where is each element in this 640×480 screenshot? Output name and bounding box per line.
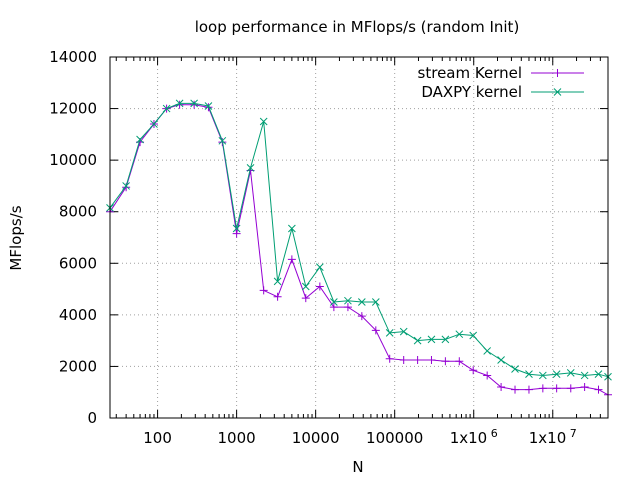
data-point <box>232 224 241 233</box>
y-axis-label: MFlops/s <box>7 205 25 270</box>
data-point <box>385 354 394 363</box>
data-point <box>469 331 478 340</box>
data-point <box>259 286 268 295</box>
data-point <box>343 303 352 312</box>
y-tick-label: 10000 <box>49 151 97 169</box>
data-point <box>136 135 144 144</box>
legend-label: DAXPY kernel <box>421 83 522 101</box>
data-point <box>122 182 130 190</box>
y-tick-label: 14000 <box>49 48 97 66</box>
data-point <box>580 371 589 380</box>
data-point <box>552 384 561 393</box>
data-point <box>301 294 310 303</box>
data-point <box>413 355 422 364</box>
data-point <box>497 383 506 392</box>
series-1 <box>106 100 612 399</box>
data-point <box>301 282 310 291</box>
data-point <box>594 370 603 379</box>
data-point <box>162 104 171 113</box>
data-point <box>524 385 533 394</box>
y-tick-label: 6000 <box>59 254 97 272</box>
data-point <box>552 370 561 379</box>
data-point <box>190 100 199 109</box>
plot-frame <box>109 56 609 419</box>
data-point <box>385 329 394 337</box>
data-point <box>594 385 603 394</box>
data-point <box>455 330 464 339</box>
data-point <box>329 303 338 312</box>
chart-title: loop performance in MFlops/s (random Ini… <box>195 18 520 36</box>
y-tick-label: 8000 <box>59 203 97 221</box>
data-point <box>525 370 533 379</box>
data-point <box>273 277 282 286</box>
data-point <box>330 298 338 306</box>
data-point <box>427 355 436 364</box>
y-tick-label: 12000 <box>49 100 97 118</box>
data-point <box>441 335 450 344</box>
data-point <box>538 371 547 380</box>
data-point <box>566 369 575 377</box>
data-point <box>483 371 492 380</box>
data-point <box>371 298 380 306</box>
data-point <box>218 136 227 145</box>
y-tick-label: 0 <box>87 409 97 427</box>
data-point <box>441 357 450 366</box>
x-axis-label: N <box>352 458 363 476</box>
series-line <box>109 104 609 396</box>
data-point <box>232 229 241 238</box>
data-point <box>357 298 366 306</box>
data-point <box>315 282 324 291</box>
y-tick-label: 4000 <box>59 306 97 324</box>
data-point <box>190 99 198 108</box>
data-point <box>427 335 436 344</box>
data-point <box>511 385 520 394</box>
x-tick-label: 10000 <box>292 429 340 447</box>
axis-ticks: 0 2000 4000 6000 8000 10000 12000 14000 100 1000 1… <box>49 48 609 447</box>
data-point <box>371 326 380 335</box>
data-point <box>497 356 505 364</box>
x-tick-label: 1000 <box>218 429 256 447</box>
x-tick-label: 1x10 6 <box>450 427 498 447</box>
series-2 <box>106 99 612 381</box>
data-point <box>287 255 296 264</box>
legend-marker <box>553 88 562 96</box>
data-point <box>483 347 492 355</box>
data-point <box>273 292 282 301</box>
data-point <box>288 224 296 233</box>
data-point <box>580 383 589 392</box>
series-line <box>109 102 609 378</box>
x-tick-label: 100 <box>143 429 172 447</box>
data-point <box>566 384 575 393</box>
legend-marker <box>553 69 562 77</box>
data-point <box>357 312 366 321</box>
data-point <box>246 164 255 172</box>
data-point <box>469 366 478 375</box>
data-point <box>511 365 519 373</box>
x-tick-label: 1x10 7 <box>529 427 577 447</box>
data-point <box>150 120 158 128</box>
data-point <box>259 117 268 126</box>
x-tick-label: 100000 <box>366 429 423 447</box>
data-point <box>204 102 213 110</box>
series-lines <box>106 99 612 399</box>
legend-label: stream Kernel <box>418 64 522 82</box>
data-point <box>399 355 408 364</box>
data-point <box>538 384 547 393</box>
data-point <box>399 327 408 336</box>
data-point <box>175 99 184 108</box>
data-point <box>413 336 422 345</box>
gridlines <box>110 57 608 418</box>
data-point <box>315 263 324 272</box>
data-point <box>455 357 464 366</box>
y-tick-label: 2000 <box>59 357 97 375</box>
data-point <box>344 296 352 305</box>
